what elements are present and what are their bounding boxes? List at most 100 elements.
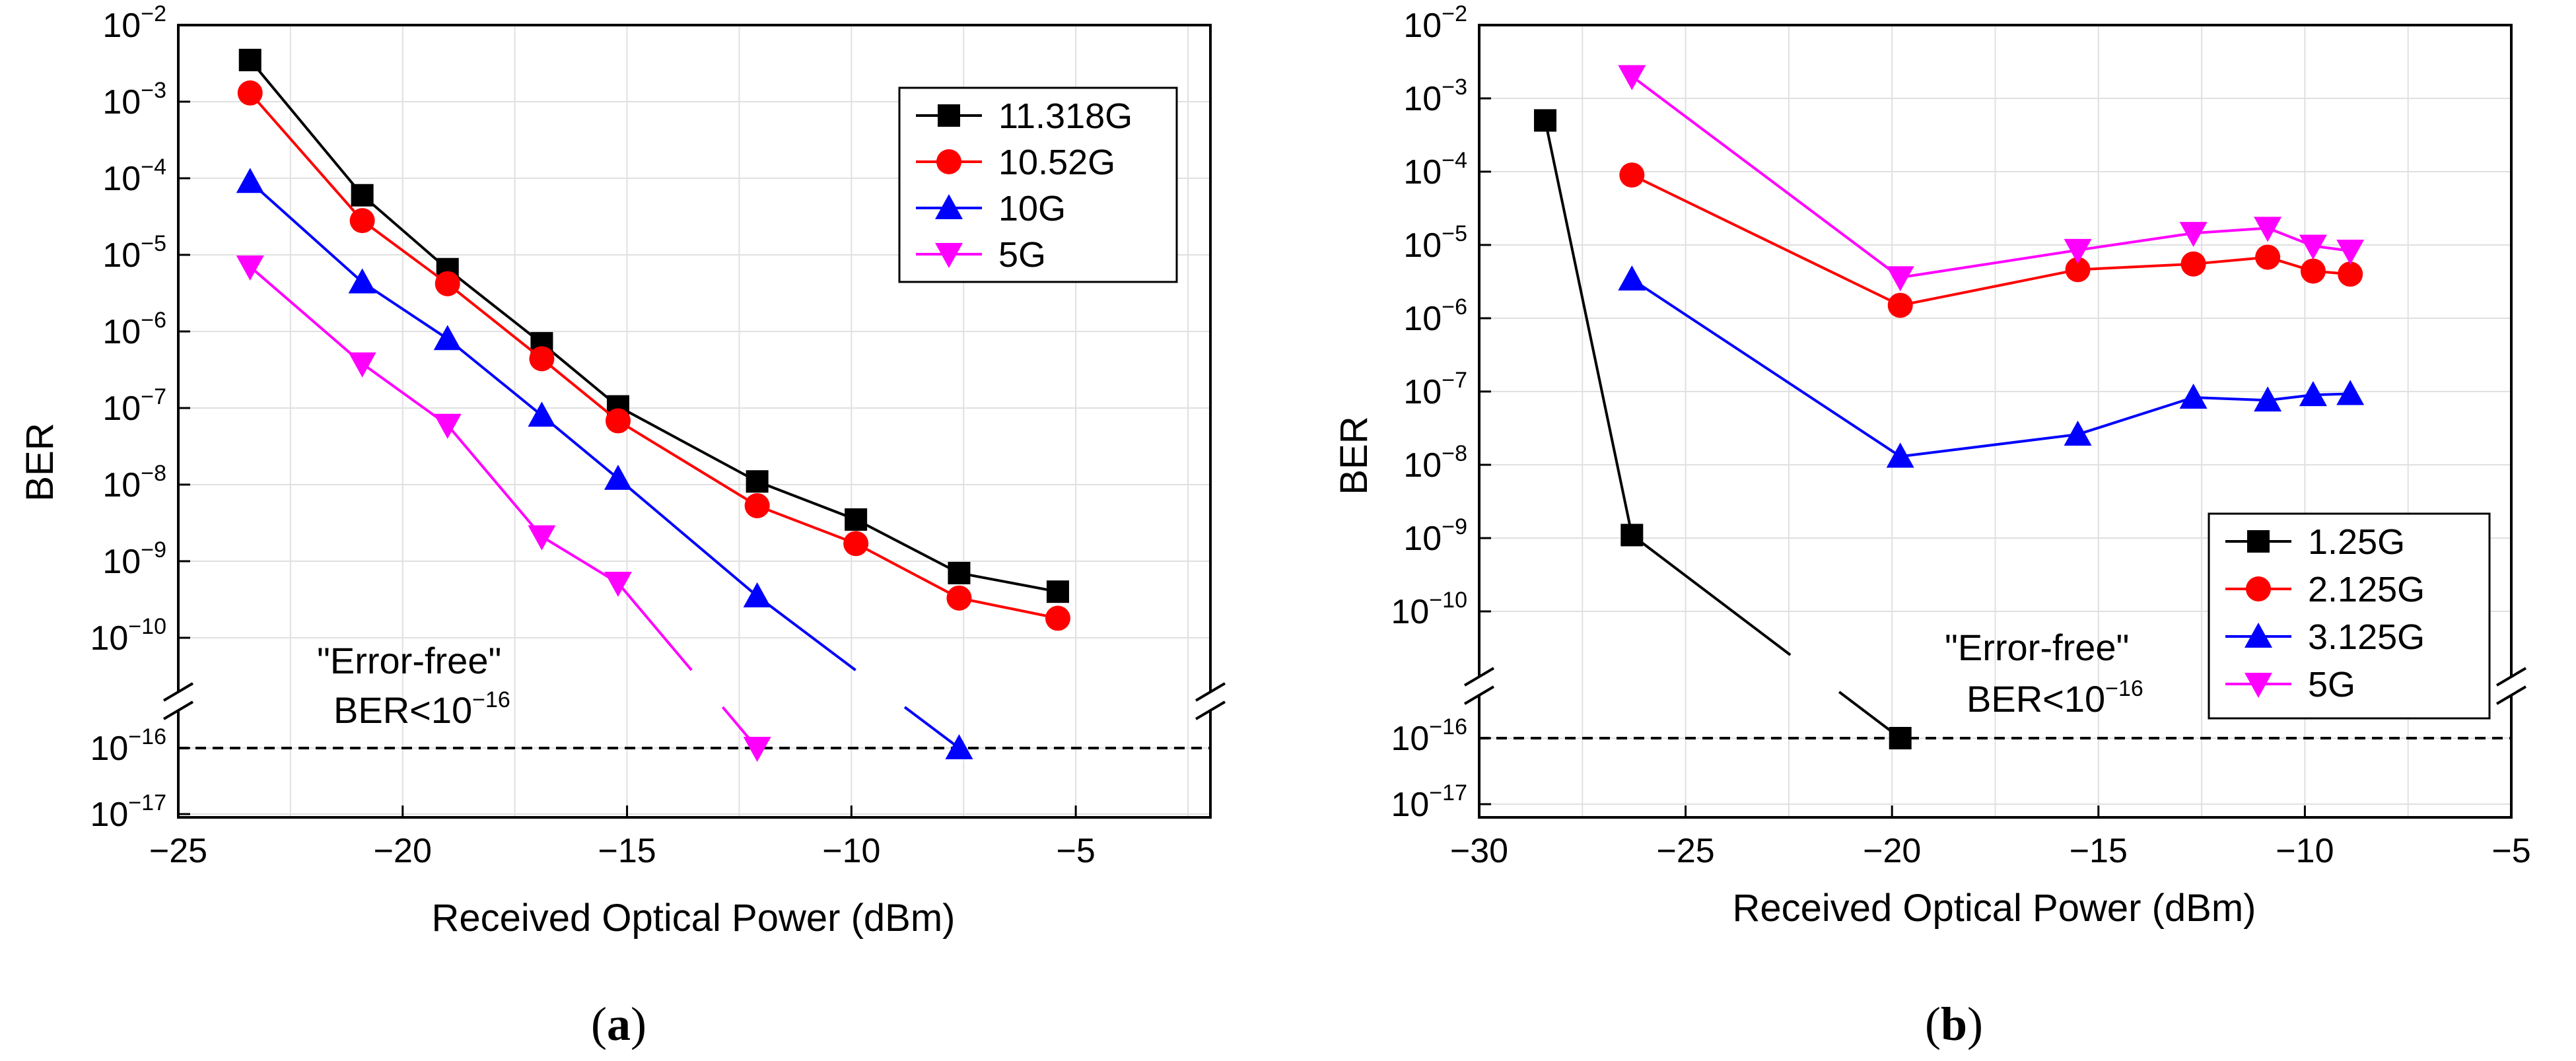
legend-label: 5G: [2308, 665, 2355, 704]
series-line: [756, 504, 856, 545]
y-axis-label: BER: [1333, 416, 1375, 495]
series-line: [2077, 262, 2194, 271]
y-tick-label: 10−5: [102, 231, 166, 275]
series-line: [2077, 232, 2194, 252]
data-point: [2254, 217, 2282, 242]
series-line: [855, 518, 960, 574]
legend-item: 11.318G: [916, 96, 1132, 136]
annotation-error-free: "Error-free": [317, 640, 501, 681]
data-point: [2254, 386, 2282, 412]
data-point: [348, 268, 376, 294]
plot-frame: [1478, 24, 2513, 819]
legend-marker: [936, 149, 961, 174]
x-tick-label: −25: [149, 832, 207, 870]
data-point: [2064, 238, 2092, 264]
axis-break-gap: [2497, 677, 2526, 696]
series-line: [446, 283, 543, 360]
y-tick-label: 10−10: [1391, 588, 1467, 631]
legend-marker: [2245, 623, 2272, 648]
y-tick-label: 10−7: [1403, 368, 1467, 411]
axis-break-gap: [1465, 677, 1494, 696]
data-point: [2180, 251, 2206, 277]
series-line: [959, 572, 1059, 594]
data-point: [605, 408, 631, 434]
data-point: [1620, 524, 1644, 547]
data-point: [843, 531, 869, 557]
series-line: [855, 542, 960, 599]
series-line: [249, 92, 364, 222]
series-3.125G: [1618, 265, 2365, 468]
axis-break-marks: [1463, 667, 2527, 705]
data-point: [2065, 257, 2091, 283]
x-tick-label: −10: [822, 832, 880, 870]
data-point: [2179, 383, 2208, 409]
panel-caption: (a): [591, 998, 646, 1050]
annotation-ber-threshold: BER<10−16: [333, 687, 510, 731]
series-line: [617, 477, 758, 598]
series-line: [756, 480, 856, 521]
series-line: [1544, 120, 1634, 535]
data-point: [1046, 580, 1069, 603]
series-5G: [1618, 65, 2365, 292]
series-line: [617, 582, 693, 671]
data-point: [1618, 65, 1646, 90]
legend-item: 2.125G: [2225, 570, 2425, 609]
series-line: [541, 357, 619, 422]
legend-marker: [935, 243, 963, 268]
data-point: [1886, 266, 1914, 292]
axis-break-slash: [2495, 685, 2527, 705]
y-tick-label: 10−4: [1403, 148, 1467, 191]
data-point: [528, 525, 556, 551]
series-10G: [236, 168, 973, 759]
axis-break-gap: [164, 693, 193, 711]
series-5G: [236, 255, 771, 762]
data-point: [435, 271, 460, 296]
data-point: [1619, 162, 1645, 188]
data-point: [743, 582, 771, 607]
x-axis-label: Received Optical Power (dBm): [432, 897, 956, 940]
legend-marker: [2245, 673, 2272, 698]
series-line: [2193, 395, 2268, 402]
y-tick-label: 10−16: [90, 724, 166, 768]
axis-break-slash: [1463, 667, 1495, 687]
y-tick-label: 10−17: [90, 790, 166, 834]
legend-item: 10G: [916, 189, 1066, 228]
series-line: [903, 706, 960, 749]
legend-item: 10.52G: [916, 143, 1115, 182]
legend-marker: [2246, 576, 2271, 601]
data-point: [2300, 258, 2326, 284]
data-point: [604, 571, 632, 597]
series-line: [446, 268, 543, 345]
series-line: [959, 596, 1059, 620]
legend-label: 10G: [998, 189, 1066, 228]
data-point: [1045, 605, 1070, 631]
x-tick-label: −25: [1656, 832, 1714, 870]
data-point: [349, 208, 375, 234]
series-line: [541, 342, 619, 408]
legend-label: 1.25G: [2308, 522, 2405, 562]
data-point: [1618, 265, 1646, 291]
axis-break-marks: [162, 682, 1226, 720]
series-line: [361, 362, 448, 427]
y-tick-label: 10−3: [1403, 75, 1467, 118]
series-line: [1900, 248, 2078, 279]
series-line: [617, 405, 758, 483]
series-line: [249, 180, 363, 283]
data-point: [2299, 234, 2327, 260]
x-tick-label: −10: [2276, 832, 2334, 870]
legend-label: 5G: [998, 235, 1046, 275]
axis-break-slash: [1195, 682, 1226, 702]
y-tick-label: 10−5: [1403, 221, 1467, 265]
y-tick-label: 10−9: [1403, 514, 1467, 558]
data-point: [528, 401, 556, 427]
data-point: [2336, 380, 2365, 405]
series-line: [446, 424, 543, 537]
annotation-error-free: "Error-free": [1945, 627, 2129, 668]
y-tick-label: 10−10: [90, 614, 166, 658]
x-tick-label: −15: [2070, 832, 2128, 870]
y-tick-label: 10−16: [1391, 714, 1467, 758]
series-line: [361, 281, 448, 340]
axis-break-slash: [2495, 667, 2527, 687]
y-tick-label: 10−17: [1391, 780, 1467, 824]
x-tick-label: −20: [1863, 832, 1921, 870]
